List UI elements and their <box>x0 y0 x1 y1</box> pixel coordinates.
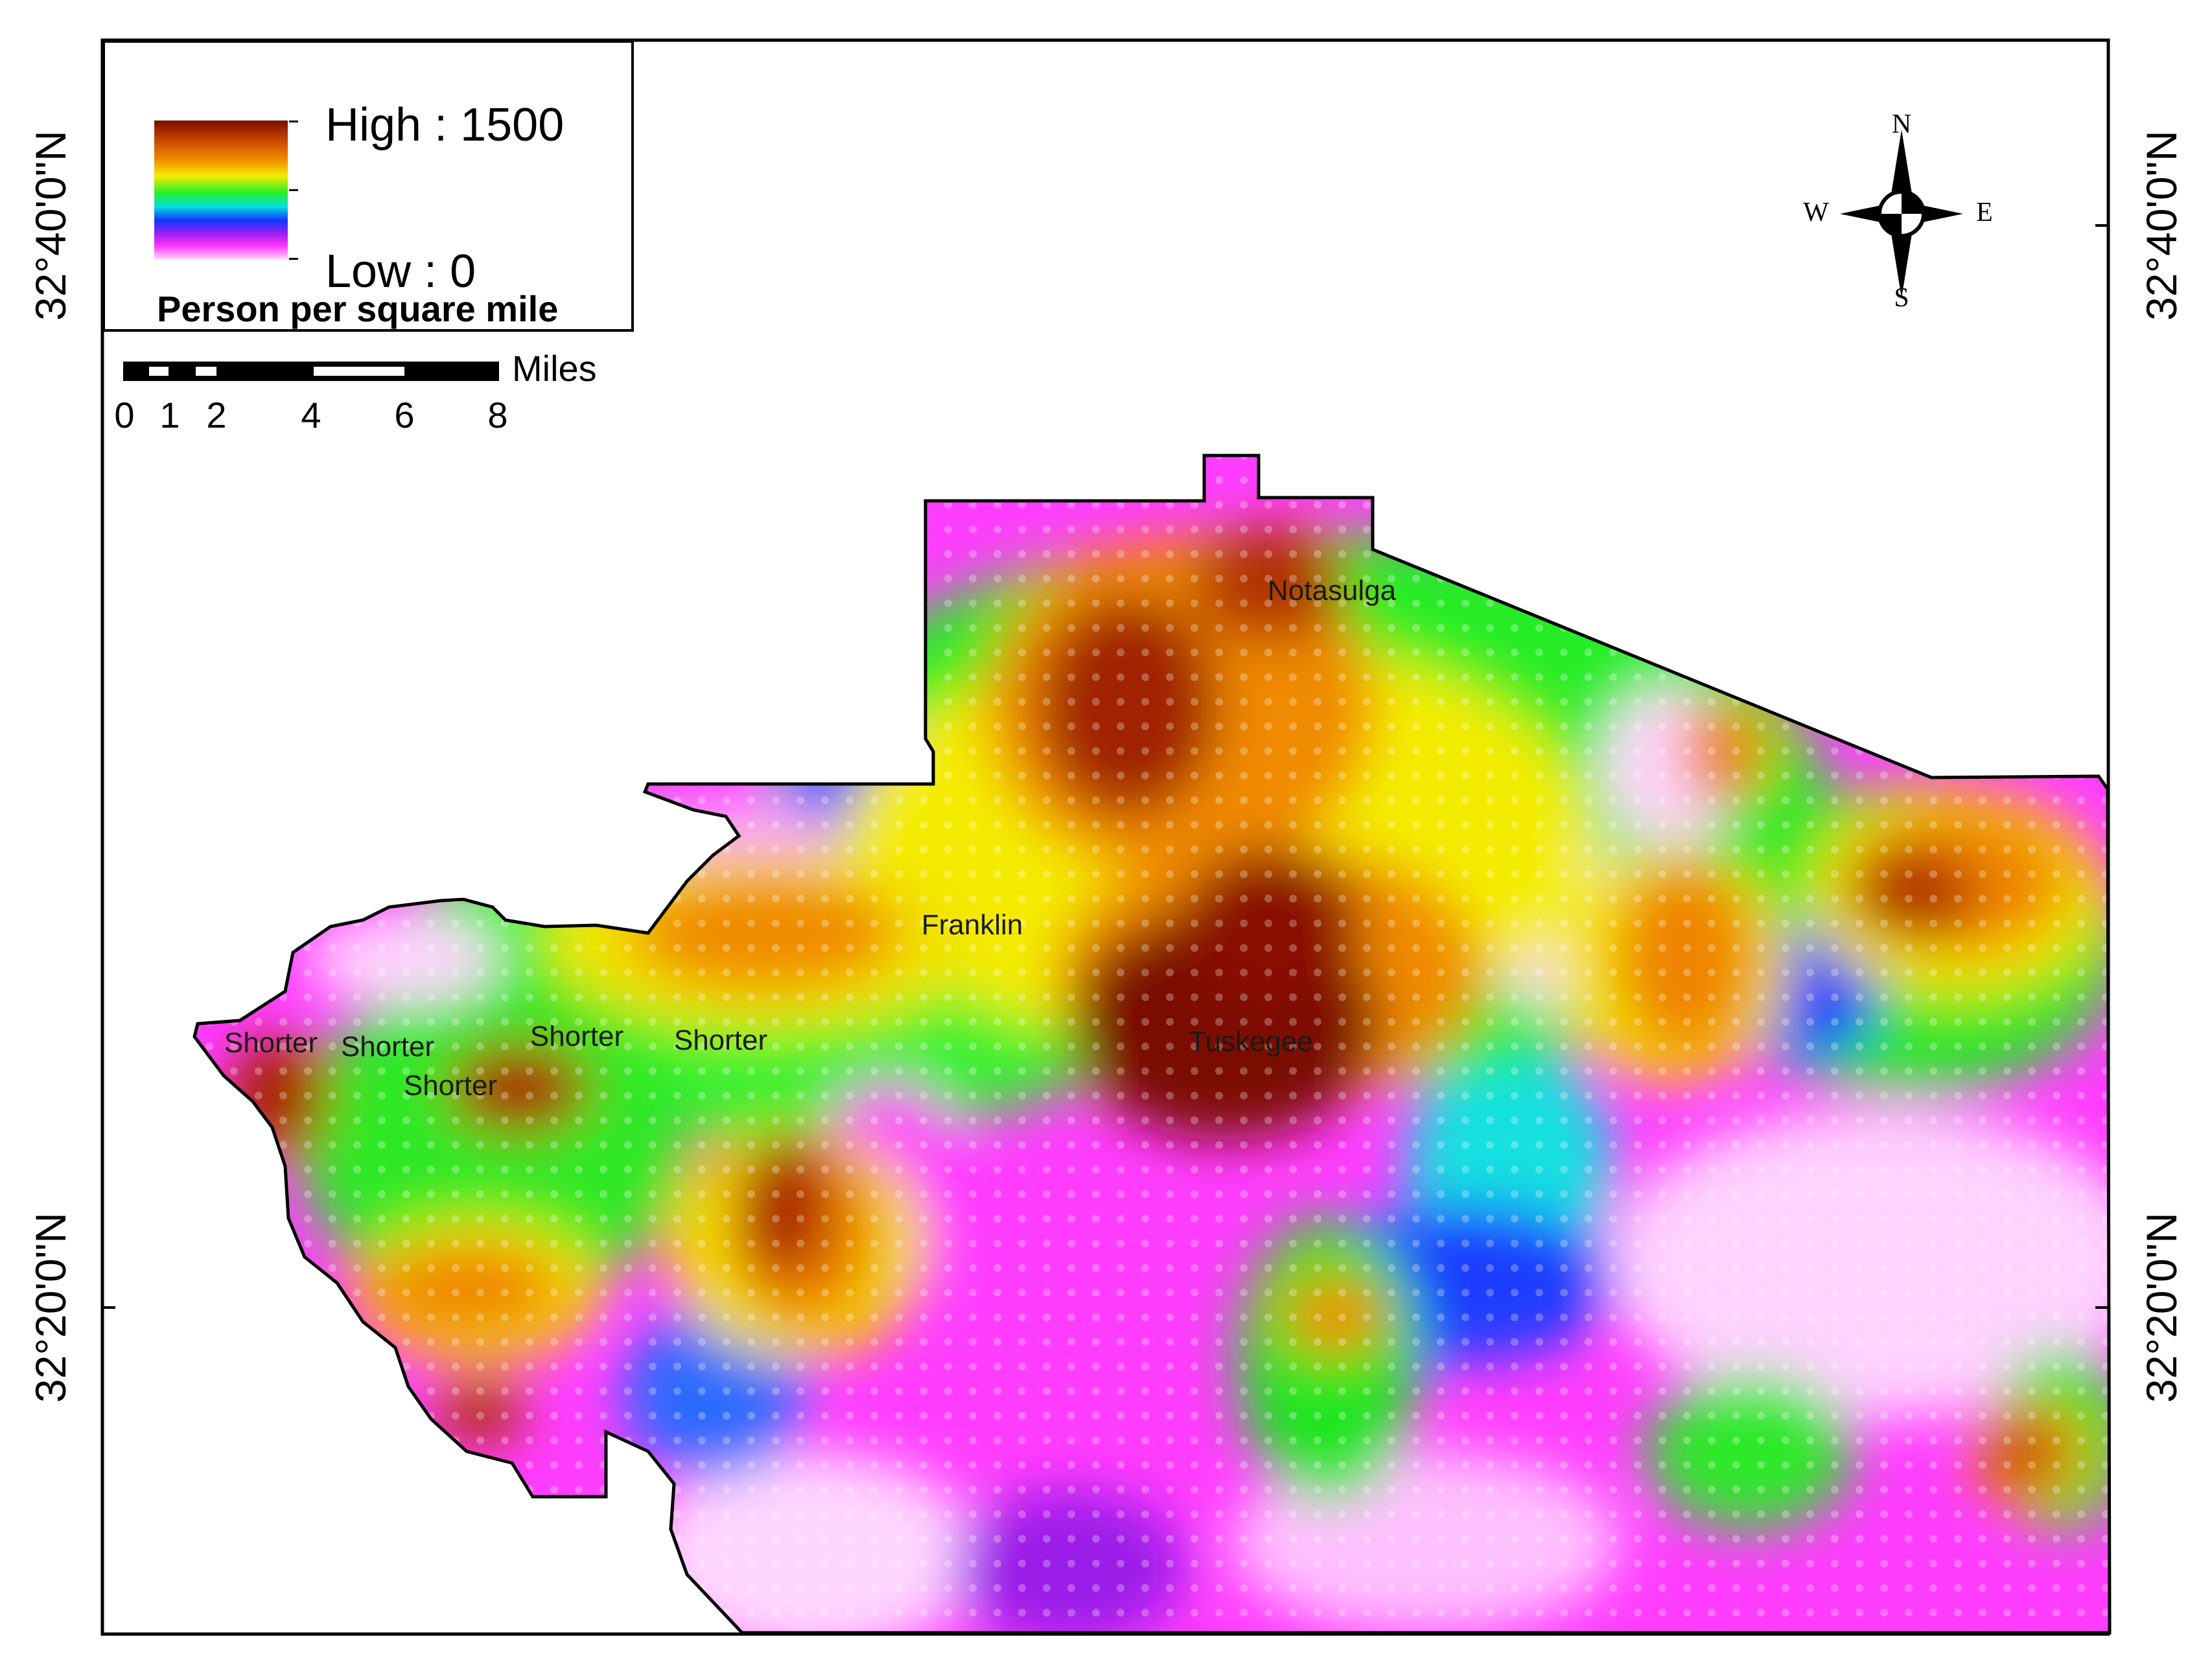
compass-west-label: W <box>1803 198 1829 227</box>
compass-north-label: N <box>1891 110 1912 139</box>
latitude-label-lower-right: 32°20'0"N <box>2137 1212 2185 1403</box>
compass-east-label: E <box>1976 198 1993 227</box>
place-label-notasulga: Notasulga <box>1267 575 1397 606</box>
legend-high-label: High : 1500 <box>325 99 565 151</box>
latitude-label-upper-right: 32°40'0"N <box>2137 130 2185 321</box>
compass-south-label: S <box>1894 283 1909 313</box>
ramp-tick <box>289 121 298 122</box>
legend: High : 1500 Low : 0 Person per square mi… <box>102 40 634 332</box>
scale-tick-label: 6 <box>394 395 415 435</box>
ramp-tick <box>289 258 298 260</box>
latitude-label-lower-left: 32°20'0"N <box>27 1212 75 1403</box>
place-label-tuskegee: Tuskegee <box>1189 1026 1313 1057</box>
legend-low-label: Low : 0 <box>325 246 476 297</box>
place-label-shorter: Shorter <box>530 1020 624 1052</box>
place-label-shorter: Shorter <box>340 1031 435 1063</box>
density-surface <box>194 455 2110 1633</box>
legend-title: Person per square mile <box>157 288 559 329</box>
scale-unit-label: Miles <box>512 348 597 389</box>
scale-tick-label: 4 <box>301 395 321 435</box>
scale-bar <box>123 362 499 381</box>
legend-color-ramp <box>154 121 288 259</box>
latitude-label-upper-left: 32°40'0"N <box>27 130 75 321</box>
scale-tick-label: 1 <box>159 395 180 435</box>
place-label-shorter: Shorter <box>403 1070 498 1101</box>
north-arrow-icon <box>1840 130 1963 298</box>
ramp-tick <box>289 189 298 191</box>
scale-tick-label: 0 <box>114 395 135 435</box>
scale-tick-label: 8 <box>487 395 508 435</box>
scale-tick-label: 2 <box>206 395 227 435</box>
place-label-shorter: Shorter <box>224 1027 318 1059</box>
place-label-shorter: Shorter <box>673 1024 768 1056</box>
place-label-franklin: Franklin <box>921 909 1023 941</box>
